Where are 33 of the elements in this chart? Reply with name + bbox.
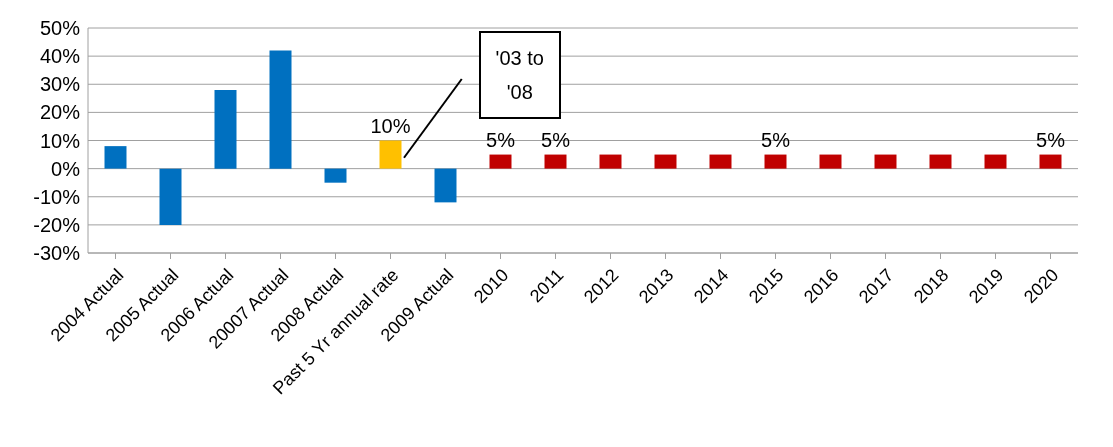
bar (654, 154, 677, 169)
bar (489, 154, 512, 169)
bar (159, 168, 182, 225)
bar (819, 154, 842, 169)
y-tick-label: 50% (39, 17, 81, 40)
bar (104, 146, 127, 169)
bar (1039, 154, 1062, 169)
y-tick-label: 0% (51, 157, 81, 180)
bar (874, 154, 897, 169)
bar (324, 168, 347, 183)
bar (269, 50, 292, 169)
data-label: 5% (1036, 128, 1066, 151)
y-tick-label: 40% (39, 45, 81, 68)
annotation: '03 to '08 (478, 30, 561, 119)
bar (544, 154, 567, 169)
bar (379, 140, 402, 169)
bar (984, 154, 1007, 169)
y-tick-label: 10% (39, 129, 81, 152)
bar (434, 168, 457, 203)
y-tick-label: -10% (33, 185, 81, 208)
y-tick-label: 20% (39, 101, 81, 124)
y-tick-label: -20% (33, 213, 81, 236)
y-tick-label: 30% (39, 73, 81, 96)
data-label: 5% (761, 128, 791, 151)
bar (929, 154, 952, 169)
bar (599, 154, 622, 169)
bar (764, 154, 787, 169)
data-label: 10% (370, 114, 411, 137)
y-tick-label: -30% (33, 242, 81, 265)
bar (214, 89, 237, 169)
bar (709, 154, 732, 169)
data-label: 5% (486, 128, 516, 151)
data-label: 5% (541, 128, 571, 151)
